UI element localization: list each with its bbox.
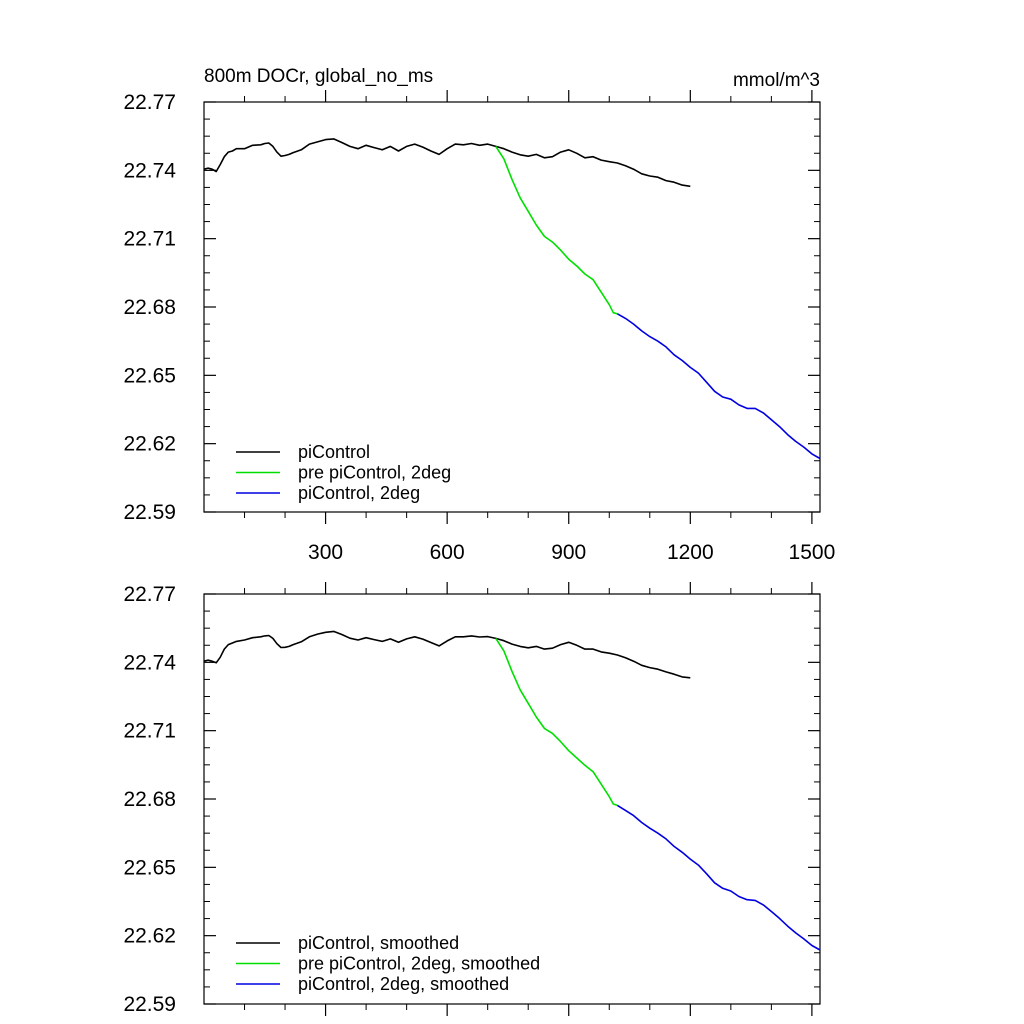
series-line-0 — [203, 138, 691, 188]
y-tick-label: 22.59 — [123, 993, 176, 1016]
legend-label: piControl — [298, 442, 370, 462]
y-tick-label: 22.74 — [123, 159, 176, 182]
x-tick-label: 600 — [430, 541, 465, 564]
series-line-2 — [617, 313, 821, 460]
y-tick-label: 22.71 — [123, 228, 176, 251]
plot-frame — [203, 101, 821, 513]
legend-label: piControl, smoothed — [298, 933, 459, 953]
y-tick-label: 22.71 — [123, 720, 176, 743]
legend-label: pre piControl, 2deg — [298, 463, 451, 483]
legend-label: piControl, 2deg — [298, 483, 420, 503]
series-line-1 — [495, 637, 618, 807]
y-tick-label: 22.77 — [123, 583, 176, 606]
units-label: mmol/m^3 — [733, 70, 820, 91]
y-tick-label: 22.65 — [123, 364, 176, 387]
legend-label: piControl, 2deg, smoothed — [298, 974, 509, 994]
y-tick-label: 22.68 — [123, 296, 176, 319]
series-line-2 — [616, 804, 821, 951]
y-tick-label: 22.65 — [123, 856, 176, 879]
y-tick-label: 22.74 — [123, 651, 176, 674]
legend-label: pre piControl, 2deg, smoothed — [298, 954, 540, 974]
figure-title: 800m DOCr, global_no_ms — [204, 66, 433, 87]
y-tick-label: 22.59 — [123, 501, 176, 524]
y-tick-label: 22.77 — [123, 91, 176, 114]
series-line-0 — [203, 630, 691, 679]
series-line-1 — [495, 145, 618, 315]
y-tick-label: 22.62 — [123, 925, 176, 948]
x-tick-label: 1500 — [789, 541, 836, 564]
x-tick-label: 900 — [551, 541, 586, 564]
x-tick-label: 1200 — [667, 541, 714, 564]
bottom-panel: 22.59 22.62 22.65 22.68 22.71 22.74 22.77 piCon… — [123, 582, 821, 1016]
x-tick-label: 300 — [308, 541, 343, 564]
y-tick-label: 22.68 — [123, 788, 176, 811]
y-tick-label: 22.62 — [123, 433, 176, 456]
top-panel: 22.59 22.62 22.65 22.68 22.71 22.74 22.77 300 60… — [123, 90, 835, 564]
plot-frame — [203, 593, 821, 1005]
